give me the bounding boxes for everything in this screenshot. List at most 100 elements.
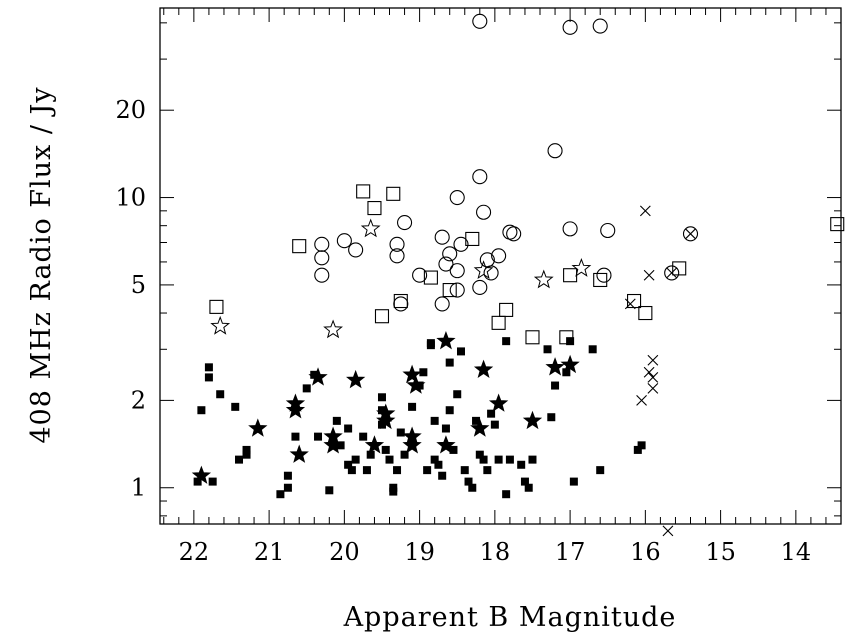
- point-filled-square: [336, 441, 345, 450]
- x-tick-label: 21: [254, 538, 285, 566]
- point-open-circle: [472, 279, 488, 296]
- point-filled-square: [347, 466, 356, 475]
- point-open-square: [367, 201, 382, 216]
- point-open-circle: [314, 236, 330, 252]
- point-open-square: [292, 239, 307, 254]
- point-filled-square: [389, 487, 398, 496]
- point-open-square: [423, 270, 438, 285]
- point-filled-square: [332, 416, 341, 425]
- point-filled-square: [377, 393, 386, 402]
- x-tick-label: 22: [179, 538, 210, 566]
- point-filled-square: [362, 466, 371, 475]
- y-tick-label: 2: [131, 386, 146, 414]
- point-filled-square: [396, 428, 405, 437]
- point-open-star: [210, 315, 231, 335]
- point-filled-square: [310, 370, 319, 379]
- point-filled-square: [302, 384, 311, 393]
- circle-part: [664, 265, 680, 281]
- point-open-circle: [476, 204, 492, 220]
- point-open-star: [473, 260, 494, 280]
- point-open-circle: [434, 229, 450, 245]
- point-filled-square: [235, 455, 244, 464]
- point-filled-square: [377, 406, 386, 415]
- x-tick-label: 18: [480, 538, 511, 566]
- point-open-square: [393, 293, 408, 309]
- point-open-circle: [453, 236, 469, 252]
- point-open-square: [563, 268, 578, 283]
- point-filled-square: [524, 483, 533, 492]
- point-filled-square: [551, 381, 560, 390]
- point-open-circle: [442, 246, 458, 262]
- y-tick-label: 5: [131, 271, 146, 299]
- point-filled-square: [633, 445, 642, 454]
- point-filled-square: [423, 466, 432, 475]
- point-filled-square: [366, 450, 375, 459]
- point-open-circle: [483, 265, 499, 281]
- x-tick-label: 15: [705, 538, 736, 566]
- series-filled-star: [191, 331, 580, 484]
- point-filled-star: [289, 444, 309, 463]
- point-open-circle: [562, 221, 578, 237]
- point-filled-square: [204, 363, 213, 372]
- point-cross: [636, 395, 647, 406]
- point-filled-square: [502, 490, 511, 499]
- point-filled-star: [364, 435, 385, 454]
- series-cross: [624, 205, 674, 537]
- point-filled-square: [490, 420, 499, 429]
- point-open-circle: [562, 19, 578, 35]
- point-open-square: [491, 315, 506, 330]
- point-filled-square: [517, 460, 526, 469]
- series-open-star: [210, 218, 592, 339]
- point-filled-square: [430, 455, 439, 464]
- point-filled-square: [445, 358, 454, 367]
- point-open-circle: [592, 18, 608, 34]
- point-cross: [647, 354, 659, 366]
- point-open-circle: [547, 143, 563, 159]
- point-open-circle: [491, 248, 507, 264]
- point-filled-square: [242, 450, 251, 459]
- point-open-circle: [412, 267, 428, 283]
- point-open-circle: [348, 242, 364, 258]
- point-open-circle: [314, 267, 330, 283]
- axes: 22 21 20 19 18 17 16 15 14 1 2 5 10 20: [115, 7, 842, 566]
- point-filled-square: [472, 416, 481, 425]
- point-cross: [624, 298, 636, 310]
- point-cross: [647, 382, 659, 394]
- point-filled-star: [522, 410, 543, 430]
- point-open-circle: [393, 296, 409, 312]
- point-open-square: [830, 217, 845, 232]
- point-open-square: [593, 272, 608, 288]
- point-filled-square: [291, 432, 300, 441]
- point-filled-square: [344, 460, 353, 469]
- plot-frame: [159, 7, 842, 525]
- point-filled-square: [464, 477, 473, 486]
- cross-part: [666, 267, 678, 279]
- point-filled-square: [197, 406, 206, 415]
- point-filled-square: [562, 368, 571, 377]
- point-filled-square: [441, 424, 450, 433]
- point-filled-square: [543, 345, 552, 354]
- point-filled-square: [487, 409, 496, 418]
- point-open-square: [627, 293, 642, 309]
- point-filled-square: [193, 477, 202, 486]
- point-cross: [643, 269, 655, 281]
- point-open-circle: [438, 256, 454, 272]
- point-filled-square: [569, 477, 578, 486]
- point-filled-square: [494, 455, 503, 464]
- point-filled-square: [393, 466, 402, 475]
- point-filled-star: [402, 364, 422, 384]
- point-circled-cross: [664, 265, 680, 281]
- y-axis-label: 408 MHz Radio Flux / Jy: [26, 86, 57, 443]
- point-open-circle: [472, 13, 488, 29]
- point-open-square: [386, 186, 401, 201]
- y-tick-label: 10: [115, 184, 146, 212]
- y-tick-label: 1: [131, 474, 146, 502]
- point-open-circle: [449, 190, 465, 206]
- series-circled-cross: [664, 226, 699, 281]
- point-filled-square: [528, 455, 537, 464]
- point-filled-star: [473, 359, 494, 378]
- point-cross: [639, 205, 651, 217]
- point-filled-square: [434, 460, 443, 469]
- point-open-circle: [449, 282, 465, 298]
- point-filled-square: [283, 483, 292, 492]
